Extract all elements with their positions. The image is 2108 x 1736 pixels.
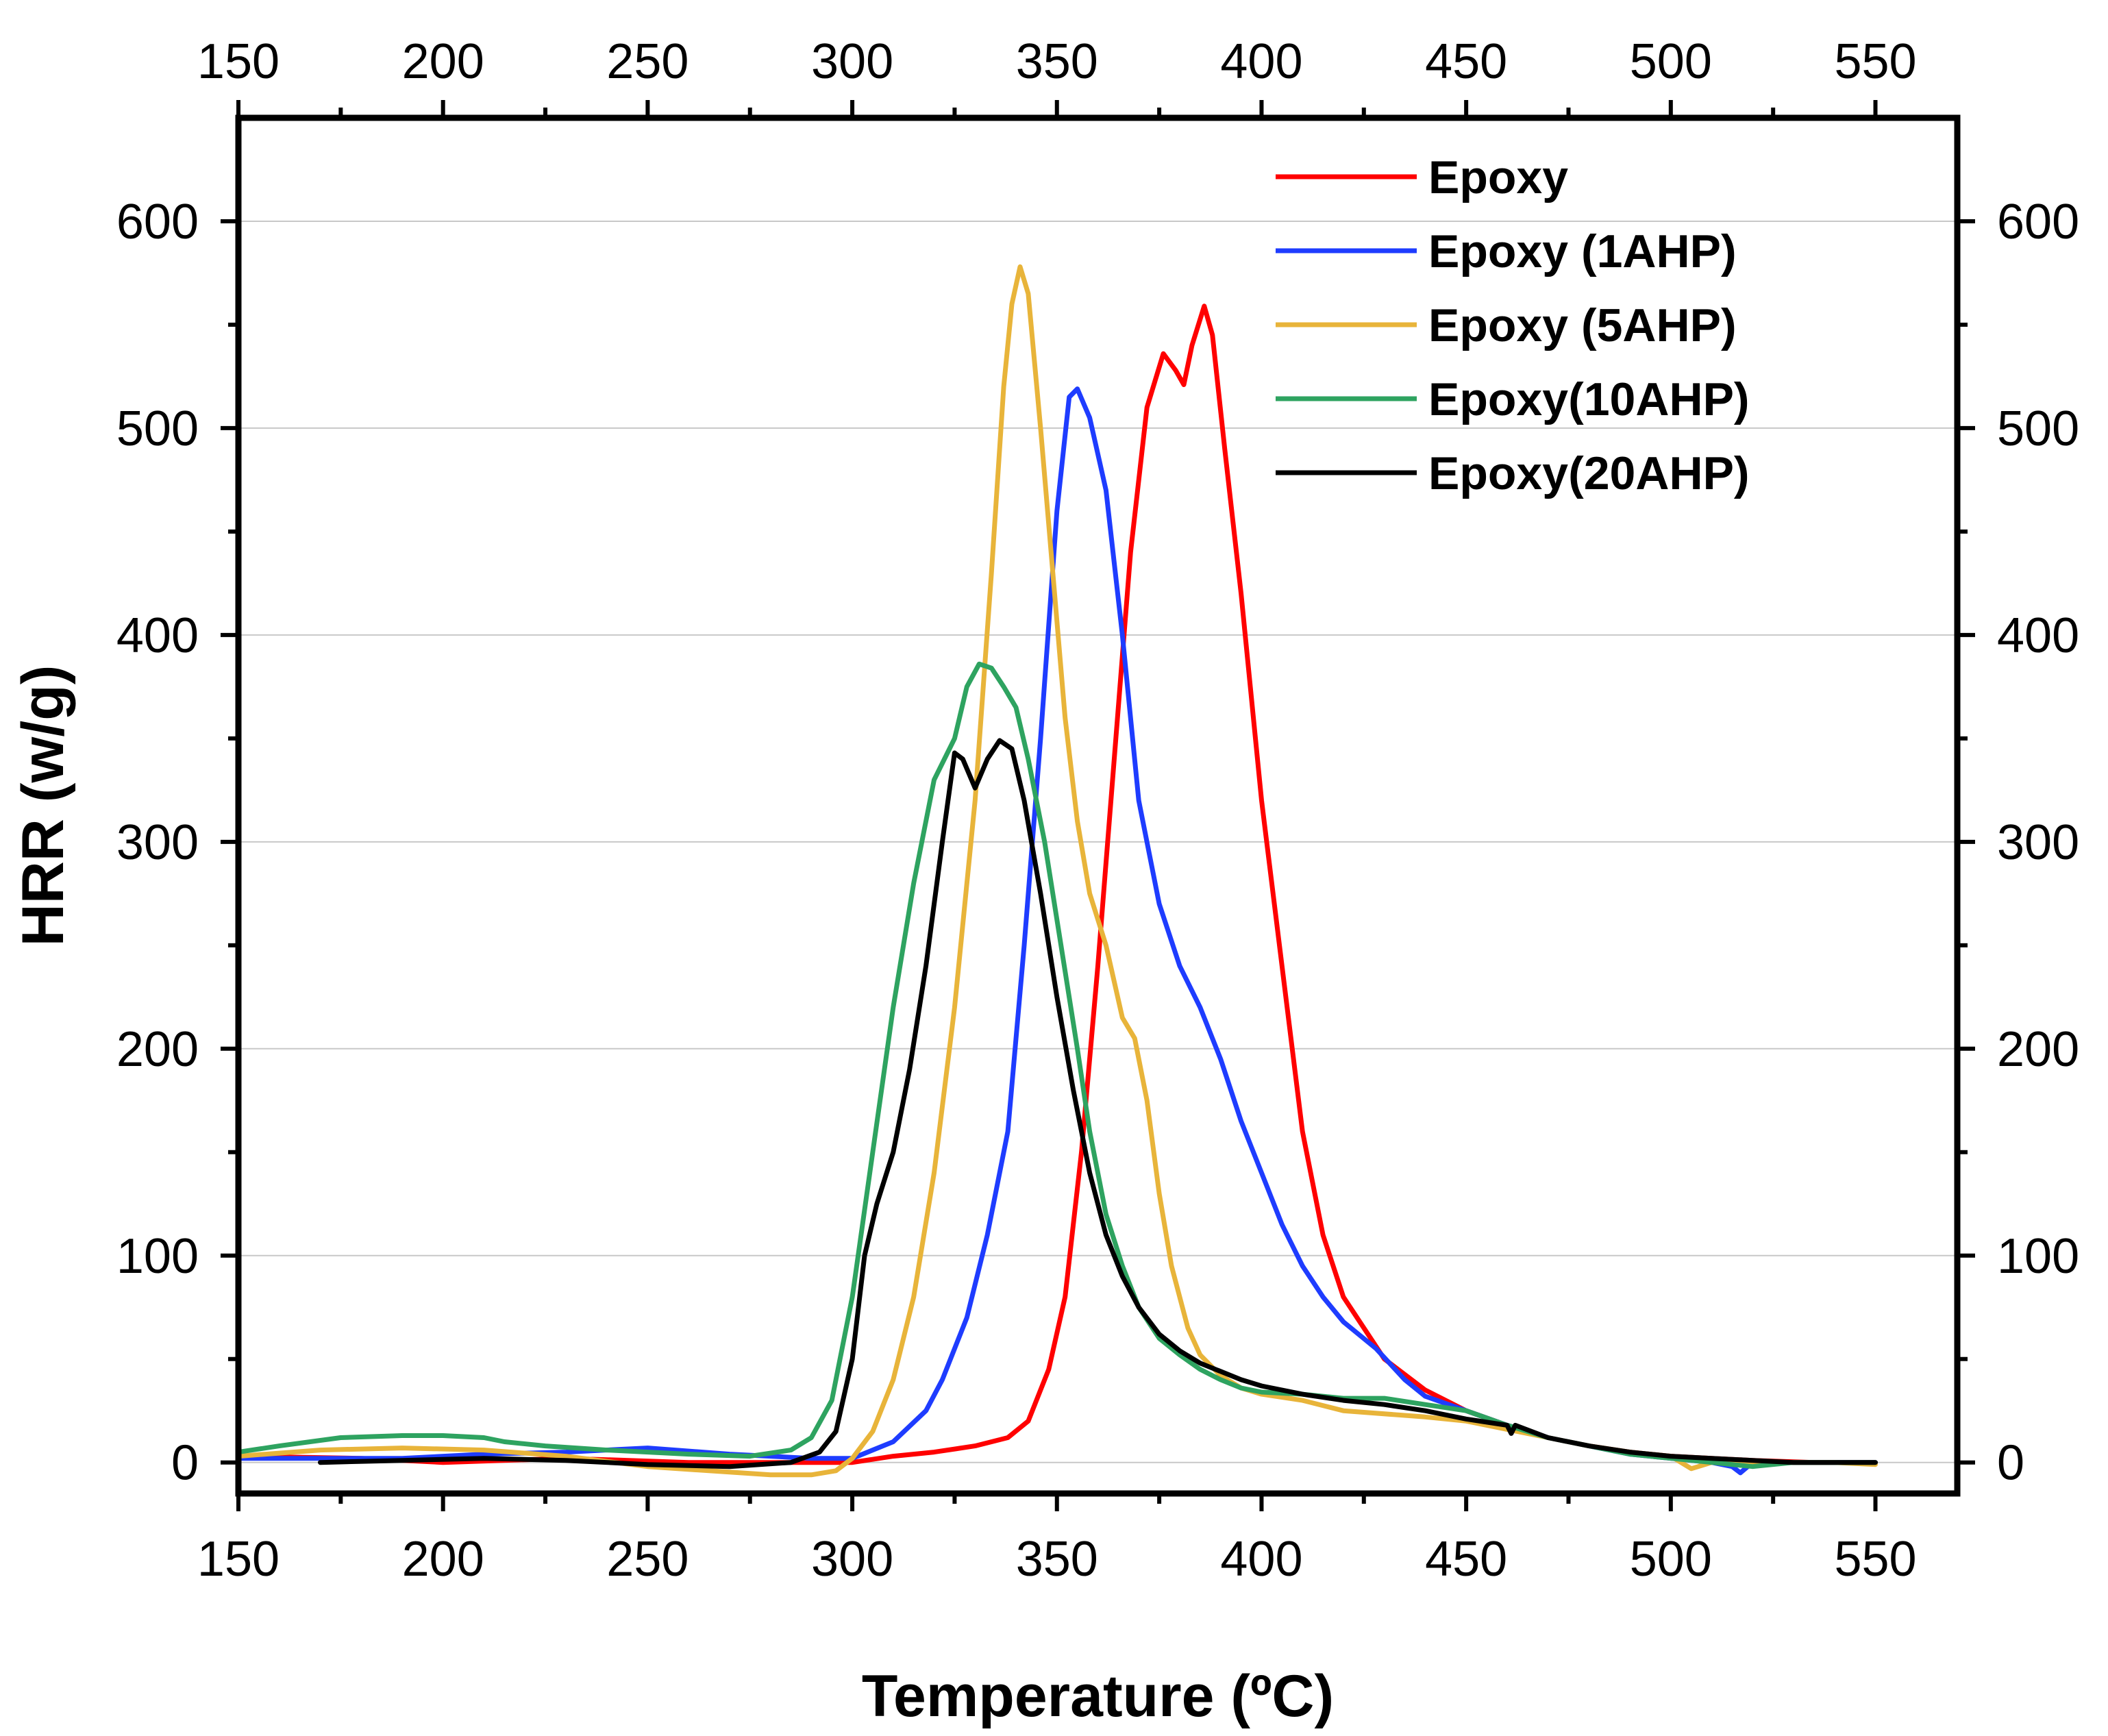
y-tick-label-left-6: 600 [116, 195, 199, 249]
x-axis-title: Temperature (ºC) [862, 1663, 1334, 1729]
x-tick-label-top-7: 500 [1630, 34, 1712, 89]
y-tick-label-left-4: 400 [116, 608, 199, 663]
x-tick-label-bottom-6: 450 [1425, 1532, 1507, 1587]
x-tick-label-top-6: 450 [1425, 34, 1507, 89]
series-line-3 [236, 661, 1878, 1470]
x-tick-label-top-2: 250 [606, 34, 689, 89]
x-tick-label-top-0: 150 [197, 34, 280, 89]
x-tick-label-bottom-8: 550 [1834, 1532, 1916, 1587]
x-tick-label-top-3: 300 [811, 34, 893, 89]
x-tick-label-bottom-0: 150 [197, 1532, 280, 1587]
y-tick-label-left-1: 100 [116, 1229, 199, 1284]
tick-labels: 150 150 200 200 250 250 300 300 350 350 400 400 450 4… [116, 34, 2079, 1587]
x-tick-label-bottom-5: 400 [1220, 1532, 1302, 1587]
legend-label-0: Epoxy [1428, 151, 1568, 203]
y-tick-label-left-3: 300 [116, 815, 199, 870]
x-tick-label-top-4: 350 [1016, 34, 1098, 89]
x-tick-label-top-5: 400 [1220, 34, 1302, 89]
gridlines [238, 220, 1957, 1463]
y-tick-label-right-1: 100 [1997, 1229, 2079, 1284]
y-tick-label-left-5: 500 [116, 401, 199, 456]
x-tick-label-bottom-1: 200 [402, 1532, 484, 1587]
y-tick-label-right-6: 600 [1997, 195, 2079, 249]
series-line-4 [318, 738, 1878, 1470]
y-tick-label-left-0: 0 [171, 1436, 199, 1491]
legend-label-3: Epoxy(10AHP) [1428, 373, 1750, 425]
legend: Epoxy Epoxy (1AHP) Epoxy (5AHP) Epoxy(10AHP… [1276, 151, 1750, 499]
series-group [236, 264, 1878, 1478]
x-tick-label-bottom-4: 350 [1016, 1532, 1098, 1587]
x-tick-label-top-8: 550 [1834, 34, 1916, 89]
axis-ticks [221, 100, 1975, 1511]
legend-label-1: Epoxy (1AHP) [1428, 225, 1737, 277]
legend-label-2: Epoxy (5AHP) [1428, 299, 1737, 351]
y-tick-label-right-5: 500 [1997, 401, 2079, 456]
y-axis-title: HRR (w/g) [10, 665, 76, 947]
y-tick-label-left-2: 200 [116, 1022, 199, 1077]
x-tick-label-top-1: 200 [402, 34, 484, 89]
y-tick-label-right-0: 0 [1997, 1436, 2024, 1491]
y-tick-label-right-3: 300 [1997, 815, 2079, 870]
legend-label-4: Epoxy(20AHP) [1428, 447, 1750, 499]
plot-frame [235, 114, 1961, 1497]
y-tick-label-right-2: 200 [1997, 1022, 2079, 1077]
x-tick-label-bottom-7: 500 [1630, 1532, 1712, 1587]
y-tick-label-right-4: 400 [1997, 608, 2079, 663]
x-tick-label-bottom-3: 300 [811, 1532, 893, 1587]
x-tick-label-bottom-2: 250 [606, 1532, 689, 1587]
